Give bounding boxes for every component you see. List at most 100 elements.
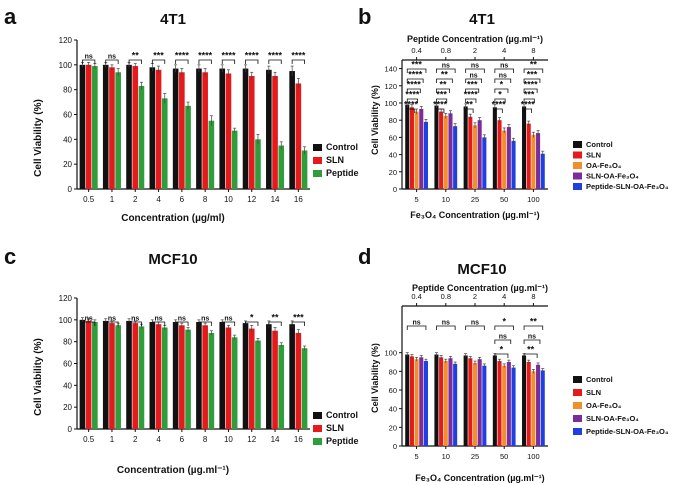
bar: [522, 106, 527, 189]
bar: [301, 348, 308, 429]
significance-label: ns: [224, 316, 232, 323]
significance-bracket: [245, 59, 259, 64]
bar: [405, 104, 410, 189]
x-tick-label: 16: [294, 435, 303, 444]
significance-label: ***: [436, 90, 447, 100]
bar: [482, 365, 487, 446]
bar: [219, 322, 226, 429]
bar: [179, 325, 185, 429]
significance-bracket: [494, 325, 514, 330]
significance-label: ****: [433, 100, 448, 110]
x-tick-label: 8: [203, 195, 208, 204]
significance-bracket: [465, 88, 480, 93]
y-tick-label: 0: [393, 185, 397, 194]
bar: [179, 72, 185, 189]
bar: [115, 72, 121, 189]
bar: [155, 324, 162, 429]
bar: [155, 69, 162, 189]
significance-bracket: [151, 321, 166, 326]
x-tick-label: 12: [247, 195, 256, 204]
y-tick-label: 140: [384, 65, 397, 74]
bar: [248, 328, 255, 429]
panel-d-plot: 0 20 40 60 80 100 5 0.4 ns 10 0.8 ns 25 2 ns 50 4 * ns * 100…: [384, 292, 668, 461]
legend-swatch: [573, 183, 582, 190]
legend-swatch: [573, 428, 582, 435]
panel-d-x2label: Peptide Concentration (µg.ml⁻¹): [412, 283, 548, 293]
bar: [540, 153, 545, 189]
significance-bracket: [175, 321, 189, 326]
significance-bracket: [268, 321, 282, 326]
bar: [492, 355, 497, 446]
significance-bracket: [151, 59, 166, 64]
legend-label: Peptide-SLN-OA-Fe₃O₄: [586, 182, 669, 191]
bar: [231, 130, 238, 189]
significance-bracket: [436, 88, 450, 93]
significance-label: ***: [411, 60, 422, 70]
y-tick-label: 100: [384, 99, 397, 108]
top-tick-label: 0.4: [411, 292, 421, 301]
y-tick-label: 80: [63, 86, 72, 95]
y-tick-label: 40: [63, 135, 72, 144]
significance-label: **: [439, 80, 447, 90]
significance-label: ns: [413, 320, 421, 327]
bar: [434, 105, 439, 189]
bar: [531, 371, 536, 446]
significance-bracket: [523, 78, 541, 83]
panel-c-xlabel: Concentration (µg.ml⁻¹): [117, 465, 229, 476]
bar: [506, 127, 511, 189]
bar: [414, 359, 419, 446]
significance-label: ****: [268, 51, 283, 61]
bar: [185, 105, 191, 189]
significance-label: *: [500, 80, 504, 90]
bar: [92, 66, 98, 189]
significance-label: ns: [500, 63, 508, 70]
legend-label: SLN: [326, 423, 344, 433]
significance-bracket: [221, 321, 236, 326]
significance-bracket: [494, 68, 514, 73]
significance-bracket: [465, 108, 474, 113]
significance-bracket: [406, 325, 427, 330]
x-tick-label: 5: [415, 195, 419, 204]
significance-label: ns: [470, 73, 478, 80]
bar: [409, 356, 414, 446]
top-tick-label: 0.8: [441, 46, 451, 55]
panel-d-letter: d: [358, 244, 371, 269]
x-tick-label: 25: [471, 195, 479, 204]
legend-label: Control: [586, 375, 613, 384]
significance-label: ns: [471, 63, 479, 70]
y-tick-label: 20: [389, 423, 397, 432]
panel-d-chart: d MCF10 Peptide Concentration (µg.ml⁻¹) …: [358, 244, 669, 483]
legend-swatch: [573, 172, 582, 180]
bar: [463, 355, 468, 446]
panel-a-xlabel: Concentration (µg/ml): [121, 213, 225, 224]
y-tick-label: 40: [63, 381, 72, 390]
x-tick-label: 10: [224, 435, 233, 444]
significance-label: **: [272, 313, 280, 323]
bar: [172, 322, 179, 429]
panel-a-letter: a: [4, 4, 17, 29]
x-tick-label: 12: [247, 435, 256, 444]
bar: [85, 320, 92, 429]
significance-bracket: [523, 339, 541, 344]
x-tick-label: 14: [271, 435, 280, 444]
bar: [472, 125, 478, 189]
legend-label: Peptide: [326, 168, 359, 178]
significance-bracket: [494, 353, 509, 358]
bar: [149, 67, 156, 189]
significance-label: ns: [499, 334, 507, 341]
significance-label: ***: [467, 80, 478, 90]
significance-bracket: [436, 68, 456, 73]
significance-label: *: [502, 317, 506, 327]
bar: [255, 139, 261, 189]
bar: [225, 73, 232, 189]
bar: [289, 71, 295, 189]
bar: [453, 126, 458, 189]
panel-b-xlabel: Fe₃O₄ Concentration (µg.ml⁻¹): [410, 210, 539, 220]
bar: [419, 109, 424, 189]
significance-label: ns: [499, 73, 507, 80]
bar: [102, 64, 109, 189]
significance-label: *: [500, 345, 504, 355]
y-tick-label: 100: [384, 349, 397, 358]
significance-label: ns: [108, 316, 116, 323]
significance-label: ****: [198, 51, 213, 61]
